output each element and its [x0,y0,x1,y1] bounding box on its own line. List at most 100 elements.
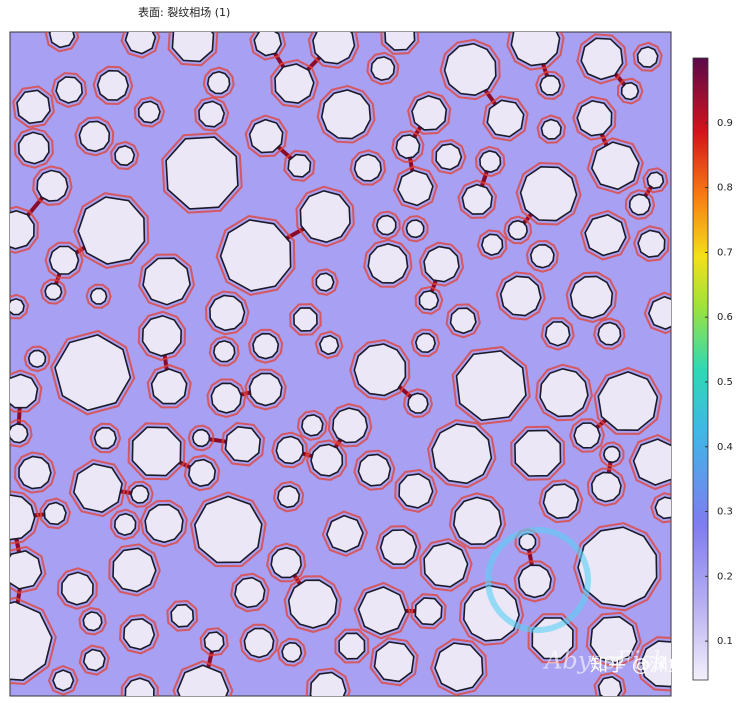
aggregate-halo [316,84,376,144]
aggregate [299,189,351,244]
aggregate-halo [109,508,141,541]
aggregate-halo [108,543,161,597]
aggregate [452,496,502,546]
aggregate-halo [10,545,47,594]
aggregate [252,332,280,360]
aggregate [54,334,132,412]
aggregate-halo [427,419,497,489]
aggregate [577,526,658,608]
aggregate [405,219,425,239]
aggregate [141,314,183,357]
aggregate [573,422,601,449]
aggregate [55,76,84,104]
aggregate [647,295,671,330]
aggregate-halo [394,468,438,513]
aggregate [243,627,275,659]
aggregate-halo [525,239,559,273]
aggregate [122,617,156,651]
aggregate [318,334,340,356]
aggregate-halo [283,149,316,182]
aggregate [309,671,347,696]
aggregate-halo [448,492,507,550]
aggregate [397,169,434,207]
aggregate-halo [321,510,369,557]
aggregate-halo [334,628,370,664]
aggregate-halo [624,189,656,220]
aggregate [27,349,47,368]
aggregate-halo [380,32,420,55]
aggregate-halo [633,225,670,263]
aggregate [209,294,246,332]
aggregate-halo [23,345,51,373]
aggregate-halo [576,33,628,85]
aggregate [198,100,226,128]
aggregate-halo [635,636,671,692]
aggregate-halo [538,479,584,524]
aggregate-halo [44,241,84,279]
aggregate [10,373,39,409]
aggregate-halo [593,671,627,696]
aggregate-halo [110,140,140,171]
aggregate-halo [439,38,501,101]
aggregate [248,118,284,154]
aggregate-halo [146,363,192,409]
aggregate-halo [353,581,411,640]
watermark-author: 知乎 @渊鱼 [590,655,686,676]
aggregate [17,131,50,165]
aggregate [10,600,53,682]
aggregate [434,642,484,692]
aggregate [486,99,525,138]
colorbar-tick-label: 0.1 [717,636,733,647]
colorbar-tick-label: 0.5 [717,377,733,388]
aggregate [620,81,640,101]
aggregate [187,458,217,488]
aggregate [191,428,211,448]
aggregate [544,321,571,347]
aggregate [462,584,520,642]
aggregate-halo [503,215,533,245]
aggregate-halo [10,293,30,320]
aggregate-halo [161,132,243,214]
aggregate-halo [140,499,188,548]
aggregate [144,503,184,544]
aggregate-halo [40,278,67,305]
aggregate-halo [39,497,72,530]
aggregate [10,209,35,250]
aggregate-halo [239,623,279,663]
aggregate-halo [244,368,287,411]
aggregate-halo [92,65,134,106]
aggregate-halo [401,215,429,243]
aggregate-halo [414,285,444,315]
aggregate [414,332,436,354]
aggregate [529,243,555,269]
aggregate-halo [272,480,305,513]
aggregate [150,368,188,405]
aggregate [281,641,303,663]
aggregate [137,100,161,124]
aggregate-halo [535,363,593,422]
aggregate [639,640,671,688]
aggregate-halo [120,673,159,696]
aggregate-halo [127,422,186,481]
aggregate [16,89,51,125]
aggregate-halo [32,165,73,206]
aggregate [379,529,418,566]
aggregate [654,496,671,520]
aggregate [82,611,103,632]
aggregate [277,485,301,509]
aggregate [10,297,25,316]
aggregate [514,429,562,477]
aggregate-halo [137,310,187,361]
aggregate-halo [189,491,267,568]
aggregate [632,438,671,486]
aggregate [576,99,613,137]
aggregate [234,576,266,609]
aggregates [10,32,671,696]
aggregate-halo [215,215,296,296]
aggregate [370,56,396,82]
aggregate-halo [572,95,617,141]
aggregate [171,32,215,63]
aggregate-halo [166,599,199,632]
aggregate [590,471,622,503]
aggregate [407,392,429,414]
